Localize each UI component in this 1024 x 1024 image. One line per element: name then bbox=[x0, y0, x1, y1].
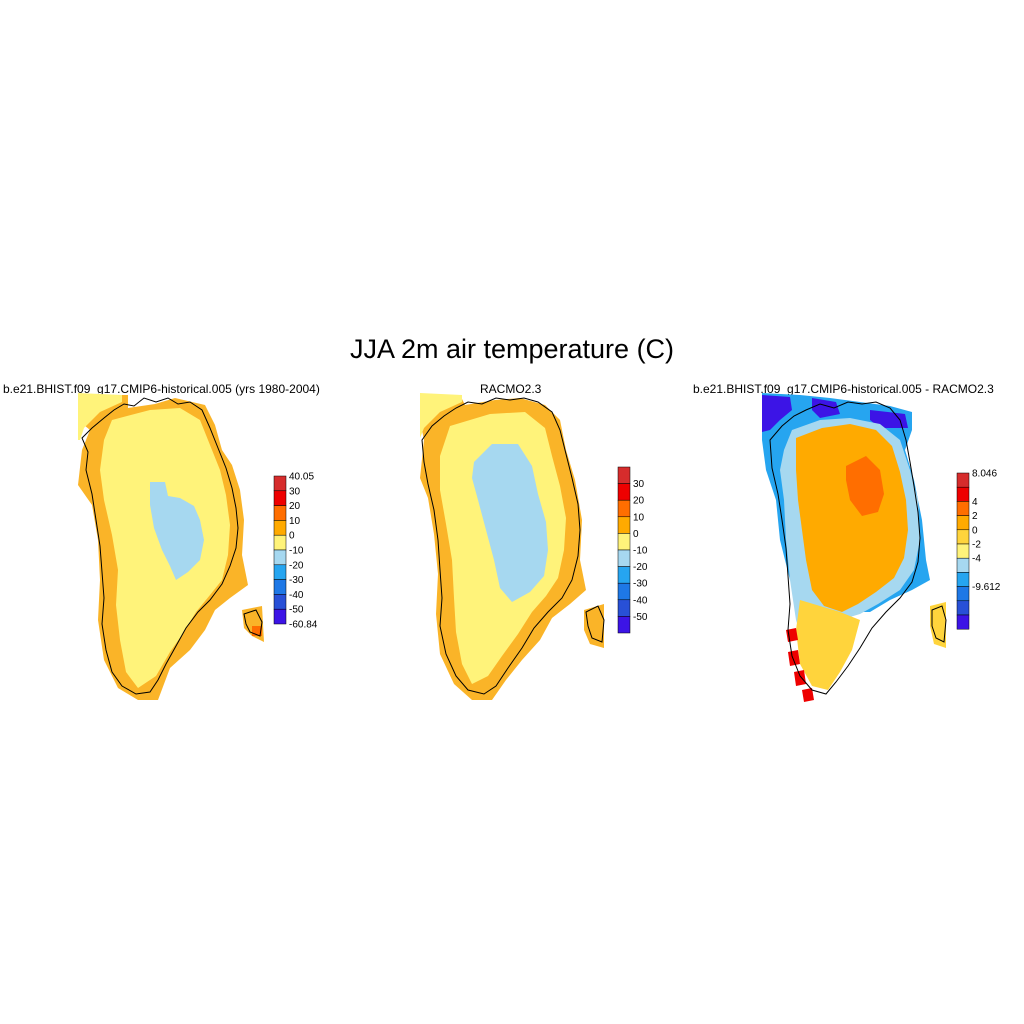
map-panel-model bbox=[78, 393, 264, 700]
panel-title-diff: b.e21.BHIST.f09_g17.CMIP6-historical.005… bbox=[693, 382, 994, 396]
colorbar-label: 0 bbox=[289, 531, 295, 542]
colorbar-label: 30 bbox=[633, 479, 645, 490]
coastline bbox=[769, 401, 921, 695]
map-fill-interior bbox=[78, 393, 230, 688]
colorbar-label: -2 bbox=[972, 540, 981, 551]
colorbar-label: 10 bbox=[289, 516, 301, 527]
colorbar-swatch bbox=[273, 520, 287, 536]
map-fill-coldcore bbox=[150, 482, 204, 580]
colorbar-label: -30 bbox=[289, 575, 304, 586]
map-panel-racmo bbox=[420, 393, 605, 700]
coastline bbox=[421, 397, 581, 695]
colorbar-label: -50 bbox=[633, 612, 648, 623]
colorbar-swatch bbox=[273, 534, 287, 551]
panel-title-model: b.e21.BHIST.f09_g17.CMIP6-historical.005… bbox=[3, 382, 320, 396]
colorbar-swatch bbox=[617, 616, 631, 634]
colorbar-model: 40.05 30 20 10 0 -10 -20 -30 -40 -50 -60.84 bbox=[273, 472, 318, 631]
colorbar-swatch bbox=[956, 501, 970, 516]
colorbar-swatch bbox=[617, 483, 631, 501]
colorbar-label: 4 bbox=[972, 497, 978, 508]
colorbar-swatch bbox=[273, 608, 287, 625]
colorbar-swatch bbox=[273, 564, 287, 580]
colorbar-swatch bbox=[273, 579, 287, 595]
colorbar-label: -10 bbox=[633, 546, 648, 557]
colorbar-swatch bbox=[617, 466, 631, 484]
map-fill-island bbox=[584, 604, 604, 648]
colorbar-label: 20 bbox=[289, 501, 301, 512]
colorbar-label: -4 bbox=[972, 554, 981, 565]
map-fill-south bbox=[796, 600, 860, 690]
colorbar-swatch bbox=[956, 486, 970, 502]
coastline bbox=[81, 397, 239, 695]
colorbar-diff: 8.046 4 2 0 -2 -4 -9.612 bbox=[956, 469, 1001, 630]
colorbar-label: -20 bbox=[633, 562, 648, 573]
colorbar-swatch bbox=[956, 515, 970, 531]
colorbar-swatch bbox=[956, 614, 970, 630]
colorbar-label: -20 bbox=[289, 560, 304, 571]
colorbar-swatch bbox=[617, 599, 631, 617]
colorbar-label: 2 bbox=[972, 511, 978, 522]
figure-title: JJA 2m air temperature (C) bbox=[349, 334, 675, 364]
colorbar-swatch bbox=[617, 549, 631, 567]
colorbar-label: -40 bbox=[633, 595, 648, 606]
colorbar-swatch bbox=[956, 600, 970, 616]
map-fill-island bbox=[930, 602, 946, 648]
colorbar-label: -10 bbox=[289, 546, 304, 557]
colorbar-label: 0 bbox=[972, 525, 978, 536]
colorbar-swatch bbox=[956, 529, 970, 545]
colorbar-label: -50 bbox=[289, 605, 304, 616]
colorbar-swatch bbox=[273, 549, 287, 566]
map-fill-coldcore bbox=[472, 444, 548, 602]
colorbar-swatch bbox=[273, 475, 287, 492]
colorbar-swatch bbox=[273, 594, 287, 610]
coastline-island bbox=[931, 605, 947, 643]
colorbar-swatch bbox=[956, 557, 970, 573]
colorbar-swatch bbox=[617, 533, 631, 551]
coastline-island bbox=[585, 605, 605, 643]
colorbar-swatch bbox=[273, 505, 287, 521]
colorbar-racmo: 30 20 10 0 -10 -20 -30 -40 -50 bbox=[617, 466, 648, 634]
map-fill-warmspot bbox=[252, 626, 262, 636]
colorbar-label: -60.84 bbox=[289, 620, 318, 631]
colorbar-swatch bbox=[956, 543, 970, 559]
colorbar-label: 0 bbox=[633, 529, 639, 540]
colorbar-swatch bbox=[956, 586, 970, 602]
colorbar-swatch bbox=[617, 499, 631, 518]
colorbar-label: 20 bbox=[633, 496, 645, 507]
colorbar-label: 40.05 bbox=[289, 472, 314, 483]
panel-title-racmo: RACMO2.3 bbox=[480, 382, 542, 396]
colorbar-swatch bbox=[617, 566, 631, 584]
colorbar-swatch bbox=[956, 572, 970, 587]
colorbar-swatch bbox=[956, 472, 970, 488]
map-panel-diff bbox=[762, 393, 947, 702]
colorbar-label: -40 bbox=[289, 590, 304, 601]
colorbar-swatch bbox=[617, 516, 631, 534]
colorbar-label: -30 bbox=[633, 579, 648, 590]
colorbar-swatch bbox=[273, 490, 287, 506]
colorbar-label: 30 bbox=[289, 486, 301, 497]
coastline-island bbox=[243, 609, 263, 637]
colorbar-label: 10 bbox=[633, 512, 645, 523]
map-fill-hot bbox=[846, 456, 884, 516]
colorbar-label: -9.612 bbox=[972, 582, 1001, 593]
colorbar-swatch bbox=[617, 582, 631, 601]
colorbar-label: 8.046 bbox=[972, 469, 997, 480]
